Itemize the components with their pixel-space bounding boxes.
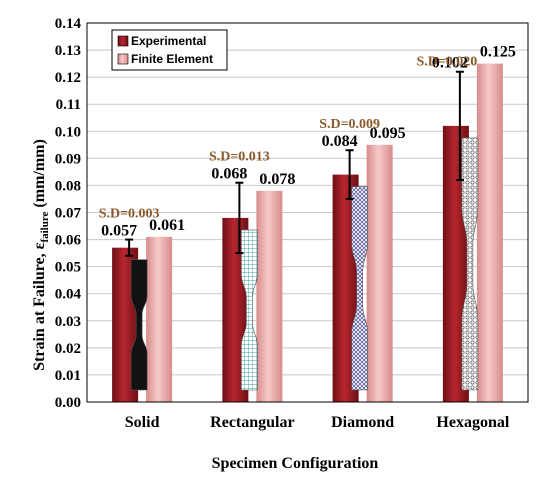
- y-tick-label: 0.04: [55, 287, 82, 303]
- value-label-finite-element: 0.125: [480, 44, 516, 61]
- y-tick-label: 0.11: [56, 97, 81, 113]
- plot-frame: [86, 22, 529, 403]
- error-bars-layer: [125, 70, 464, 257]
- specimen-illustrations: [130, 137, 479, 391]
- legend: Experimental Finite Element: [111, 29, 228, 71]
- y-tick-label: 0.08: [55, 178, 81, 194]
- legend-label-finite-element: Finite Element: [131, 52, 213, 66]
- legend-label-experimental: Experimental: [131, 34, 206, 48]
- x-category-label: Solid: [125, 414, 160, 431]
- specimen-icon: [130, 259, 148, 391]
- bar-finite-element: [146, 236, 173, 402]
- x-category-label: Diamond: [331, 414, 394, 431]
- y-axis-label: Strain at Failure, εfailure (mm/mm): [31, 139, 51, 371]
- y-tick-label: 0.00: [55, 395, 81, 411]
- y-tick-label: 0.02: [55, 341, 81, 357]
- y-tick-labels: 0.00 0.01 0.02 0.03 0.04 0.05 0.06 0.07 0.08 0.09…: [55, 16, 82, 411]
- value-label-finite-element: 0.078: [259, 171, 295, 188]
- value-label-finite-element: 0.061: [149, 217, 185, 234]
- specimen-icon: [351, 186, 368, 391]
- sd-label: S.D=0.009: [319, 117, 380, 132]
- specimen-icon: [241, 229, 258, 391]
- y-tick-label: 0.14: [55, 16, 82, 32]
- y-tick-label: 0.06: [55, 233, 82, 249]
- y-tick-label: 0.03: [55, 314, 81, 330]
- legend-box: [111, 29, 228, 71]
- value-label-experimental: 0.084: [322, 133, 358, 150]
- y-tick-label: 0.05: [55, 260, 81, 276]
- value-label-experimental: 0.057: [101, 223, 137, 240]
- y-tick-label: 0.13: [55, 43, 81, 59]
- y-tick-label: 0.01: [55, 368, 81, 384]
- x-category-label: Hexagonal: [436, 414, 509, 431]
- x-category-labels: Solid Rectangular Diamond Hexagonal: [125, 414, 510, 431]
- value-label-experimental: 0.068: [211, 166, 247, 183]
- y-tick-label: 0.09: [55, 151, 81, 167]
- bars-layer: [112, 63, 503, 403]
- bar-finite-element: [366, 144, 393, 403]
- legend-swatch-finite-element: [117, 53, 129, 65]
- sd-label: S.D=0.013: [209, 150, 270, 165]
- y-tick-label: 0.07: [55, 206, 82, 222]
- value-label-finite-element: 0.095: [370, 125, 406, 142]
- sd-label: S.D=0.020: [416, 55, 477, 70]
- y-tick-label: 0.12: [55, 70, 81, 86]
- sd-label: S.D=0.003: [99, 207, 160, 222]
- bar-finite-element: [476, 63, 503, 402]
- x-category-label: Rectangular: [210, 414, 294, 431]
- bar-finite-element: [256, 190, 283, 402]
- specimen-icon: [461, 137, 479, 391]
- value-label-experimental: 0.102: [432, 55, 468, 72]
- x-axis-label: Specimen Configuration: [212, 455, 379, 472]
- legend-swatch-experimental: [117, 35, 129, 47]
- y-tick-label: 0.10: [55, 124, 81, 140]
